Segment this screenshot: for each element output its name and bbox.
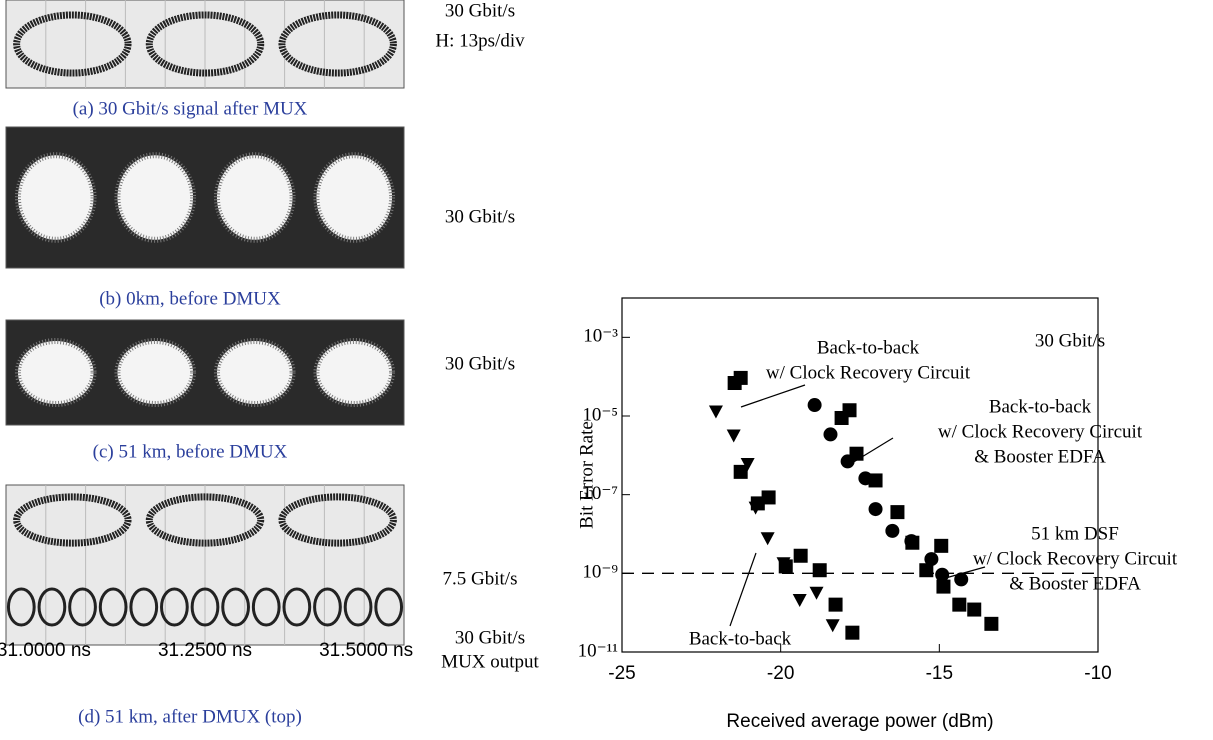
data-point bbox=[813, 563, 827, 577]
panel-caption: (c) 51 km, before DMUX bbox=[93, 441, 288, 462]
annotation: w/ Clock Recovery Circuit bbox=[766, 362, 971, 383]
data-point bbox=[869, 502, 883, 516]
data-point bbox=[952, 598, 966, 612]
annotation: 51 km DSF bbox=[1031, 523, 1119, 544]
x-tick-label: -20 bbox=[767, 663, 794, 684]
annotation: Back-to-back bbox=[989, 396, 1092, 417]
data-point bbox=[984, 617, 998, 631]
x-tick-label: -25 bbox=[608, 663, 635, 684]
annotation: & Booster EDFA bbox=[1009, 573, 1141, 594]
y-tick-label: 10⁻⁹ bbox=[582, 562, 618, 583]
eye-opening bbox=[117, 155, 193, 240]
y-tick-label: 10⁻³ bbox=[583, 326, 618, 347]
annotation: Back-to-back bbox=[817, 337, 920, 358]
data-point bbox=[810, 587, 824, 600]
data-point bbox=[808, 398, 822, 412]
leader-line bbox=[730, 553, 756, 626]
x-tick-label: -15 bbox=[926, 663, 953, 684]
annotation: w/ Clock Recovery Circuit bbox=[973, 548, 1178, 569]
panel-label: 30 Gbit/s bbox=[445, 206, 515, 227]
eye-opening bbox=[217, 155, 293, 240]
data-point bbox=[936, 580, 950, 594]
x-tick-label: -10 bbox=[1084, 663, 1111, 684]
annotation: w/ Clock Recovery Circuit bbox=[938, 421, 1143, 442]
leader-line bbox=[741, 385, 805, 407]
panel-label: 30 Gbit/s bbox=[445, 0, 515, 21]
data-point bbox=[850, 447, 864, 461]
data-point bbox=[727, 429, 741, 442]
x-axis-label: Received average power (dBm) bbox=[726, 711, 993, 732]
panel-label: 7.5 Gbit/s bbox=[443, 568, 518, 589]
time-label: 31.0000 ns bbox=[0, 640, 91, 661]
data-point bbox=[761, 532, 775, 545]
annotation: & Booster EDFA bbox=[974, 446, 1106, 467]
data-point bbox=[734, 371, 748, 385]
data-point bbox=[826, 619, 840, 632]
eye-opening bbox=[18, 341, 94, 404]
data-point bbox=[829, 598, 843, 612]
y-axis-label: Bit Error Rate bbox=[576, 421, 597, 529]
figure: (a) 30 Gbit/s signal after MUX 30 Gbit/s H… bbox=[0, 0, 1213, 740]
data-point bbox=[890, 505, 904, 519]
data-point bbox=[905, 536, 919, 550]
eye-opening bbox=[316, 155, 392, 240]
data-point bbox=[709, 406, 723, 419]
eye-opening bbox=[117, 341, 193, 404]
data-point bbox=[843, 403, 857, 417]
data-point bbox=[779, 559, 793, 573]
data-point bbox=[845, 626, 859, 640]
y-tick-label: 10⁻¹¹ bbox=[578, 640, 619, 661]
panel-caption: (a) 30 Gbit/s signal after MUX bbox=[73, 98, 308, 119]
data-point bbox=[823, 427, 837, 441]
panel-label: H: 13ps/div bbox=[435, 30, 525, 51]
eye-opening bbox=[18, 155, 94, 240]
eye-opening bbox=[217, 341, 293, 404]
eye-opening bbox=[316, 341, 392, 404]
data-point bbox=[734, 465, 748, 479]
data-point bbox=[793, 594, 807, 607]
data-point bbox=[967, 603, 981, 617]
annotation: Back-to-back bbox=[689, 628, 792, 649]
panel-caption: (d) 51 km, after DMUX (top) bbox=[78, 706, 302, 727]
data-point bbox=[885, 524, 899, 538]
time-label: 31.5000 ns bbox=[319, 640, 413, 661]
time-label: 31.2500 ns bbox=[158, 640, 252, 661]
data-point bbox=[762, 490, 776, 504]
panel-caption: (b) 0km, before DMUX bbox=[99, 288, 281, 309]
panel-label: 30 Gbit/s bbox=[455, 627, 525, 648]
annotation: 30 Gbit/s bbox=[1035, 330, 1105, 351]
panel-label: 30 Gbit/s bbox=[445, 353, 515, 374]
panel-label: MUX output bbox=[441, 651, 539, 672]
data-point bbox=[934, 539, 948, 553]
data-point bbox=[869, 473, 883, 487]
data-point bbox=[919, 563, 933, 577]
data-point bbox=[794, 549, 808, 563]
